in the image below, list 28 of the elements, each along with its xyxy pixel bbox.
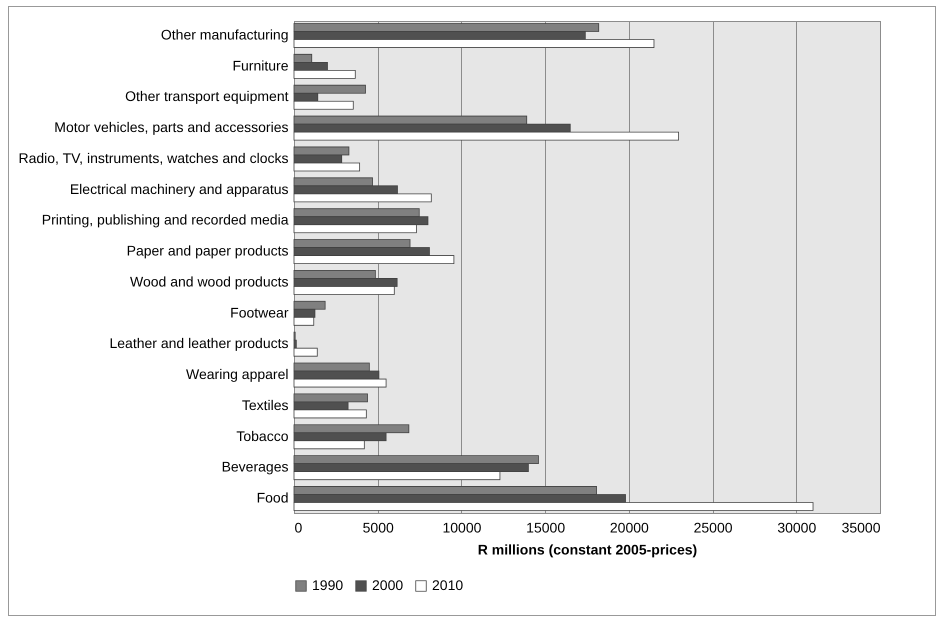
x-axis-title: R millions (constant 2005-prices) (478, 542, 698, 558)
x-tick-label: 15000 (526, 520, 566, 536)
x-tick-label: 20000 (610, 520, 650, 536)
legend-label: 1990 (312, 577, 344, 593)
x-tick-label: 5000 (362, 520, 394, 536)
y-tick-label: Electrical machinery and apparatus (70, 180, 288, 197)
y-tick-label: Wood and wood products (130, 273, 288, 290)
legend-label: 2010 (432, 577, 464, 593)
y-tick-label: Textiles (242, 396, 288, 413)
y-tick-label: Leather and leather products (109, 335, 288, 352)
x-tick-label: 35000 (842, 520, 881, 536)
y-tick-label: Beverages (222, 458, 288, 475)
legend-label: 2000 (372, 577, 404, 593)
y-tick-label: Footwear (230, 304, 289, 320)
y-tick-label: Motor vehicles, parts and accessories (54, 119, 288, 136)
x-tick-label: 10000 (442, 520, 482, 536)
x-tick-label: 25000 (694, 520, 733, 536)
y-tick-label: Furniture (232, 57, 289, 74)
y-tick-label: Tobacco (236, 428, 289, 444)
y-tick-label: Food (256, 489, 288, 506)
y-tick-label: Radio, TV, instruments, watches and clocks (18, 150, 288, 166)
y-tick-label: Other manufacturing (160, 26, 288, 43)
x-tick-label: 0 (294, 520, 302, 536)
y-tick-label: Paper and paper products (126, 242, 288, 259)
y-tick-label: Printing, publishing and recorded media (42, 212, 289, 228)
x-tick-label: 30000 (777, 520, 816, 536)
y-tick-label: Wearing apparel (186, 366, 288, 382)
y-tick-label: Other transport equipment (125, 88, 289, 104)
